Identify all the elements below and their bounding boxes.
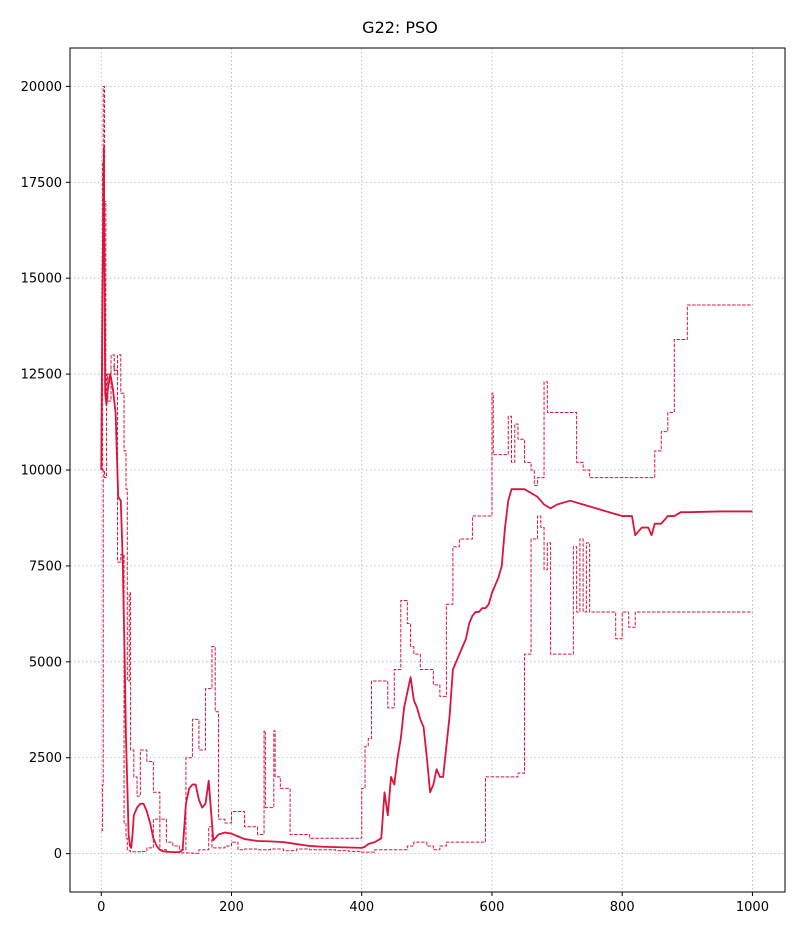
y-tick-label: 7500 <box>29 559 62 574</box>
y-tick-label: 20000 <box>21 80 62 95</box>
y-tick-label: 0 <box>54 847 62 862</box>
series-line-lower <box>101 365 753 854</box>
x-tick-label: 1000 <box>736 900 769 915</box>
x-tick-label: 0 <box>97 900 105 915</box>
series-lines <box>100 85 753 854</box>
x-tick-label: 400 <box>349 900 374 915</box>
y-tick-label: 17500 <box>21 176 62 191</box>
x-tick-label: 800 <box>610 900 635 915</box>
x-tick-label: 600 <box>480 900 505 915</box>
y-tick-label: 10000 <box>21 464 62 479</box>
axis-ticks: 0 200 400 600 800 100002500500075001000012500… <box>21 80 769 915</box>
series-line-upper <box>101 85 753 851</box>
x-tick-label: 200 <box>219 900 244 915</box>
series-line-mean <box>100 146 753 853</box>
chart-title: G22: PSO <box>362 18 438 37</box>
y-tick-label: 5000 <box>29 655 62 670</box>
y-tick-label: 12500 <box>21 368 62 383</box>
y-tick-label: 15000 <box>21 272 62 287</box>
y-tick-label: 2500 <box>29 751 62 766</box>
